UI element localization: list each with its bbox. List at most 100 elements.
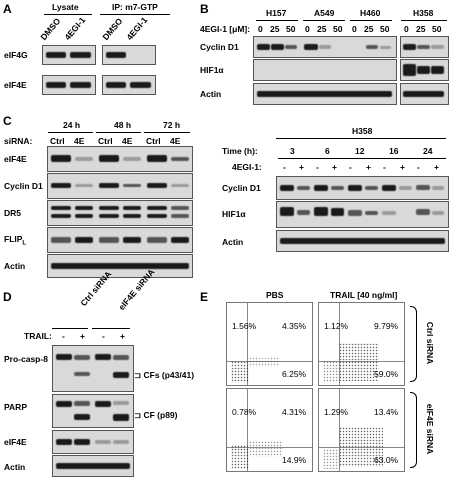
panel-b-dose-12: 50 [432, 24, 442, 34]
panel-b-dose-2: 25 [270, 24, 280, 34]
panel-b-row-cyclind1: Cyclin D1 [200, 42, 239, 52]
panel-b-a549-underline [303, 20, 345, 21]
panel-c-right-treat-8: + [400, 162, 405, 172]
panel-c-flip-sub: L [22, 240, 27, 247]
panel-d-trail-4: + [120, 331, 125, 341]
panel-c-row-dr5: DR5 [4, 208, 22, 218]
panel-e-letter: E [200, 290, 209, 304]
panel-a-lane-4: 4EGI-1 [124, 14, 150, 42]
panel-a-blot-eif4g-ip [102, 45, 156, 65]
panel-b-blot-actin-h358 [400, 83, 449, 105]
panel-a-lane-3: DMSO [100, 16, 125, 42]
facs-ctrl-pbs-ur: 4.35% [282, 321, 307, 331]
panel-e-col-pbs: PBS [266, 290, 284, 300]
panel-d-row-actin: Actin [4, 462, 26, 472]
panel-c-blot-actin [47, 254, 193, 278]
panel-c-blot-cyclind1 [47, 173, 193, 199]
panel-b-dose-5: 25 [317, 24, 327, 34]
panel-b-dose-9: 50 [380, 24, 390, 34]
panel-c-letter: C [3, 114, 12, 128]
panel-b-dose-label: 4EGI-1 [μM]: [200, 24, 251, 34]
facs-ctrl-trail-ur: 9.79% [374, 321, 399, 331]
panel-b-letter: B [200, 2, 209, 16]
panel-a-letter: A [3, 2, 12, 16]
panel-c-right-time-3: 3 [290, 146, 295, 156]
panel-b-dose-1: 0 [258, 24, 263, 34]
panel-d-blot-actin [52, 455, 134, 477]
panel-e-row-eif4e: eIF4E siRNA [425, 403, 435, 455]
panel-d-eif4e-underline [92, 328, 130, 329]
panel-a-header-ip: IP: m7-GTP [112, 2, 158, 12]
panel-c-sirna-label: siRNA: [4, 136, 33, 146]
panel-c-right-cell: H358 [352, 126, 373, 136]
panel-c-sirna-6: 4E [170, 136, 181, 146]
panel-d-annot-cf-text: CF (p89) [143, 410, 178, 420]
panel-b-cell-h157: H157 [266, 8, 287, 18]
facs-plot-eif4e-trail: 1.29% 13.4% 63.0% [318, 388, 405, 472]
facs-eif4e-trail-lr: 63.0% [374, 455, 399, 465]
panel-c-time-48: 48 h [114, 120, 132, 130]
panel-c-right-row-cyclind1: Cyclin D1 [222, 183, 261, 193]
panel-d-annot-cfs-text: CFs (p43/41) [143, 370, 195, 380]
panel-d-blot-parp [52, 394, 134, 428]
panel-c-right-treat-7: - [383, 162, 386, 172]
panel-c-right-underline [276, 138, 446, 139]
panel-c-time-72: 72 h [163, 120, 181, 130]
panel-b-dose-8: 25 [364, 24, 374, 34]
facs-eif4e-trail-ul: 1.29% [324, 407, 349, 417]
panel-b-dose-10: 0 [404, 24, 409, 34]
panel-b-cell-h358: H358 [413, 8, 434, 18]
panel-b-dose-4: 0 [305, 24, 310, 34]
panel-c-right-treat-5: - [349, 162, 352, 172]
panel-c-right-row-actin: Actin [222, 237, 244, 247]
facs-eif4e-trail-ur: 13.4% [374, 407, 399, 417]
panel-c-72-underline [144, 132, 190, 133]
panel-c-row-cyclind1: Cyclin D1 [4, 181, 43, 191]
panel-e-bracket-ctrl [410, 306, 417, 382]
panel-b-row-hif1a: HIF1α [200, 65, 224, 75]
panel-c-right-treat-10: + [434, 162, 439, 172]
panel-c-right-treat-6: + [366, 162, 371, 172]
panel-b-dose-11: 25 [416, 24, 426, 34]
panel-a-lysate-underline [44, 14, 92, 15]
panel-a-blot-eif4e-ip [102, 75, 156, 95]
panel-b-dose-3: 50 [286, 24, 296, 34]
panel-a-ip-underline [100, 14, 170, 15]
panel-a-row-eif4e: eIF4E [4, 80, 27, 90]
panel-d-row-parp: PARP [4, 402, 27, 412]
facs-ctrl-trail-lr: 59.0% [374, 369, 399, 379]
panel-c-right-time-16: 16 [389, 146, 399, 156]
panel-b-cell-a549: A549 [314, 8, 335, 18]
panel-d-annot-cfs: ⊐ CFs (p43/41) [134, 370, 195, 380]
facs-ctrl-pbs-ul: 1.56% [232, 321, 257, 331]
facs-eif4e-pbs-ur: 4.31% [282, 407, 307, 417]
panel-c-right-time-underline [278, 158, 446, 159]
panel-a-lane-1: DMSO [38, 16, 63, 42]
panel-c-row-eif4e: eIF4E [4, 154, 27, 164]
panel-d-annot-cf: ⊐ CF (p89) [134, 410, 178, 420]
panel-b-h358-underline [401, 20, 447, 21]
panel-a-header-lysate: Lysate [52, 2, 79, 12]
panel-c-flip-text: FLIP [4, 234, 23, 244]
panel-c-right-treat-2: + [299, 162, 304, 172]
panel-c-row-flip: FLIPL [4, 234, 26, 247]
facs-eif4e-pbs-ul: 0.78% [232, 407, 257, 417]
panel-d-trail-1: - [62, 331, 65, 341]
panel-c-sirna-4: 4E [122, 136, 133, 146]
panel-c-right-treat-3: - [316, 162, 319, 172]
panel-c-sirna-3: Ctrl [98, 136, 113, 146]
panel-b-blot-hif1a-h358 [400, 59, 449, 81]
panel-a-blot-eif4g-lysate [42, 45, 96, 65]
panel-a-row-eif4g: eIF4G [4, 50, 28, 60]
panel-b-row-actin: Actin [200, 89, 222, 99]
panel-b-dose-7: 0 [352, 24, 357, 34]
panel-c-right-row-hif1a: HIF1α [222, 209, 246, 219]
panel-b-blot-cyclind1-left [253, 36, 397, 58]
panel-d-ctrl-underline [52, 328, 88, 329]
panel-b-h157-underline [256, 20, 298, 21]
facs-plot-ctrl-trail: 1.12% 9.79% 59.0% [318, 302, 405, 386]
panel-c-right-time-6: 6 [325, 146, 330, 156]
panel-c-sirna-5: Ctrl [146, 136, 161, 146]
panel-c-right-time-12: 12 [355, 146, 365, 156]
panel-c-time-24: 24 h [63, 120, 81, 130]
